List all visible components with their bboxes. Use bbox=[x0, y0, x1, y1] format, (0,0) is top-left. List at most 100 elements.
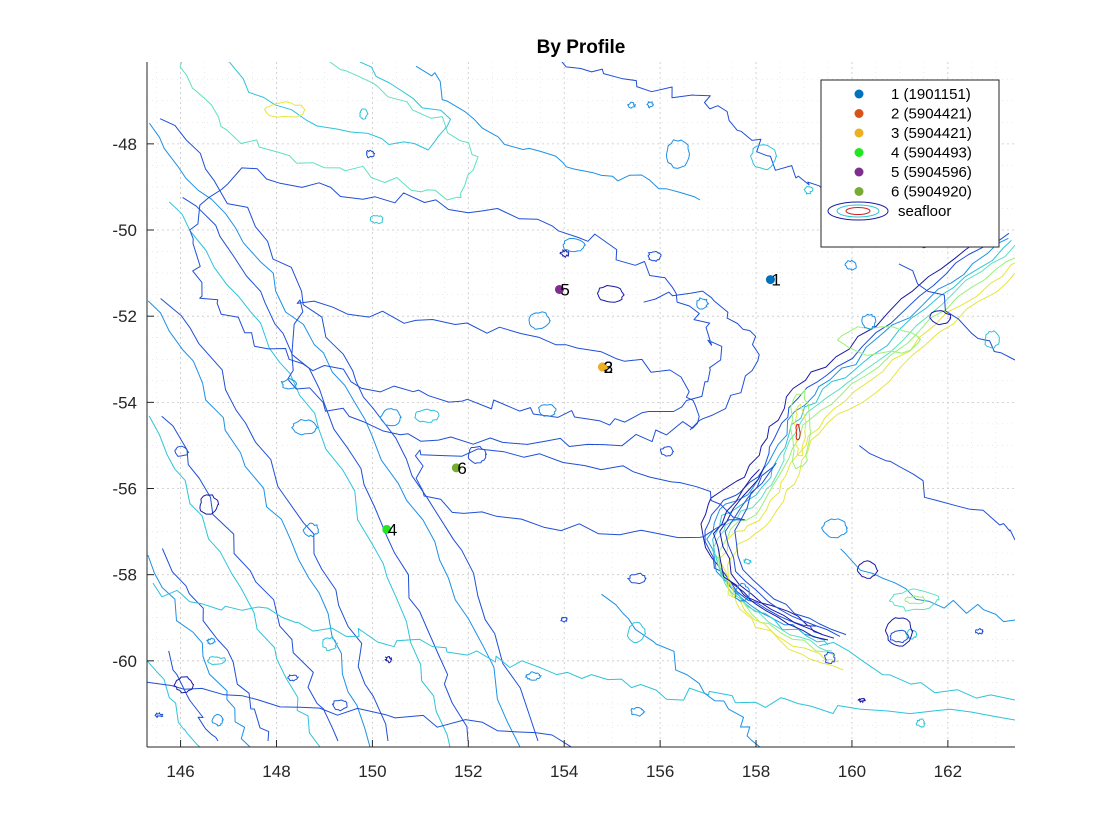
minor-grid bbox=[147, 62, 1015, 747]
contour-line bbox=[228, 62, 451, 151]
contour-line bbox=[467, 445, 487, 464]
contour-line bbox=[525, 671, 542, 681]
contour-line bbox=[168, 201, 451, 747]
contour-line bbox=[154, 712, 164, 718]
profile-point-label-4: 4 bbox=[388, 520, 397, 539]
y-tick-label: -50 bbox=[112, 221, 137, 240]
profile-point-4 bbox=[382, 524, 392, 534]
contour-line bbox=[148, 415, 321, 747]
contour-line bbox=[819, 641, 1015, 701]
x-tick-label: 162 bbox=[934, 762, 962, 781]
contour-line bbox=[646, 101, 654, 109]
legend-marker-3 bbox=[854, 128, 864, 138]
contour-line bbox=[904, 595, 926, 605]
contour-line bbox=[211, 713, 224, 727]
legend-marker-2 bbox=[854, 109, 864, 118]
profile-point-5 bbox=[554, 284, 564, 294]
contour-line bbox=[302, 522, 319, 538]
contour-line bbox=[322, 636, 339, 652]
contour-line bbox=[627, 572, 647, 585]
contour-line bbox=[889, 629, 910, 644]
contour-line bbox=[665, 139, 690, 169]
legend-label-3: 3 (5904421) bbox=[891, 125, 972, 142]
legend-marker-6 bbox=[854, 187, 864, 196]
contour-line bbox=[888, 588, 940, 612]
profile-point-3 bbox=[598, 362, 608, 372]
contour-line bbox=[161, 548, 270, 742]
legend: 1 (1901151) 2 (5904421) 3 (5904421) 4 (5904… bbox=[820, 79, 1000, 248]
contour-line bbox=[929, 310, 952, 326]
legend-label-6: 6 (5904920) bbox=[891, 184, 972, 201]
y-tick-label: -58 bbox=[112, 566, 137, 585]
y-tick-label: -52 bbox=[112, 307, 137, 326]
contour-line bbox=[724, 466, 841, 637]
contour-line bbox=[884, 617, 914, 647]
contour-line bbox=[719, 466, 835, 639]
y-tick-label: -54 bbox=[112, 393, 137, 412]
contour-line bbox=[712, 240, 1012, 646]
y-tick-label: -48 bbox=[112, 135, 137, 154]
contour-line bbox=[647, 250, 662, 262]
contour-line bbox=[630, 707, 646, 717]
x-tick-label: 152 bbox=[454, 762, 482, 781]
contour-line bbox=[627, 101, 636, 109]
x-tick-label: 154 bbox=[550, 762, 578, 781]
contour-line bbox=[560, 616, 568, 623]
contour-line bbox=[148, 122, 521, 747]
major-grid bbox=[147, 62, 1015, 747]
contour-line bbox=[538, 404, 557, 417]
contour-line bbox=[206, 637, 216, 645]
contour-line bbox=[898, 263, 1015, 361]
contour-line bbox=[601, 593, 761, 747]
contour-line bbox=[182, 196, 469, 742]
contour-line bbox=[861, 313, 877, 330]
profile-point-label-6: 6 bbox=[457, 459, 466, 478]
contour-line bbox=[147, 554, 251, 747]
axis-ticks: 146 148 150 152 154 156 158 160 162-48-50-52-54-… bbox=[112, 135, 962, 781]
contour-line bbox=[369, 215, 384, 225]
contour-line bbox=[750, 144, 778, 171]
contour-line bbox=[844, 259, 857, 271]
profile-point-label-3: 3 bbox=[604, 358, 613, 377]
contour-line bbox=[727, 272, 1015, 671]
contour-line bbox=[734, 462, 847, 636]
contour-line bbox=[837, 326, 922, 356]
contour-line bbox=[291, 419, 319, 436]
contour-line bbox=[559, 249, 570, 258]
contour-line bbox=[803, 186, 814, 195]
contour-line bbox=[821, 518, 848, 539]
x-tick-label: 146 bbox=[166, 762, 194, 781]
contour-line bbox=[331, 699, 348, 712]
contour-line bbox=[975, 627, 984, 635]
contour-line bbox=[858, 445, 1015, 541]
x-tick-label: 150 bbox=[358, 762, 386, 781]
contour-line bbox=[857, 698, 866, 703]
x-tick-label: 148 bbox=[262, 762, 290, 781]
contour-line bbox=[359, 108, 369, 120]
contour-line bbox=[160, 298, 389, 742]
legend-box bbox=[820, 79, 1000, 248]
contour-line bbox=[795, 423, 801, 441]
profile-point-label-5: 5 bbox=[560, 280, 569, 299]
contour-line bbox=[159, 118, 539, 742]
contour-line bbox=[696, 297, 710, 310]
contour-line bbox=[597, 285, 625, 303]
contour-line bbox=[414, 448, 746, 539]
contour-line bbox=[743, 558, 752, 565]
contour-line bbox=[711, 244, 1015, 652]
legend-label-seafloor: seafloor bbox=[898, 203, 951, 220]
contour-line bbox=[713, 468, 829, 641]
contour-line bbox=[734, 582, 751, 602]
profile-point-6 bbox=[451, 463, 461, 473]
contour-line bbox=[384, 656, 393, 664]
contour-line bbox=[287, 674, 299, 682]
contour-line bbox=[365, 149, 376, 159]
contour-line bbox=[206, 656, 227, 666]
contour-line bbox=[856, 560, 879, 579]
legend-label-5: 5 (5904596) bbox=[891, 164, 972, 181]
contour-line bbox=[264, 101, 306, 118]
contour-line bbox=[287, 299, 700, 447]
contour-line bbox=[562, 237, 586, 253]
contour-line bbox=[840, 548, 1015, 623]
contour-line bbox=[660, 446, 675, 457]
